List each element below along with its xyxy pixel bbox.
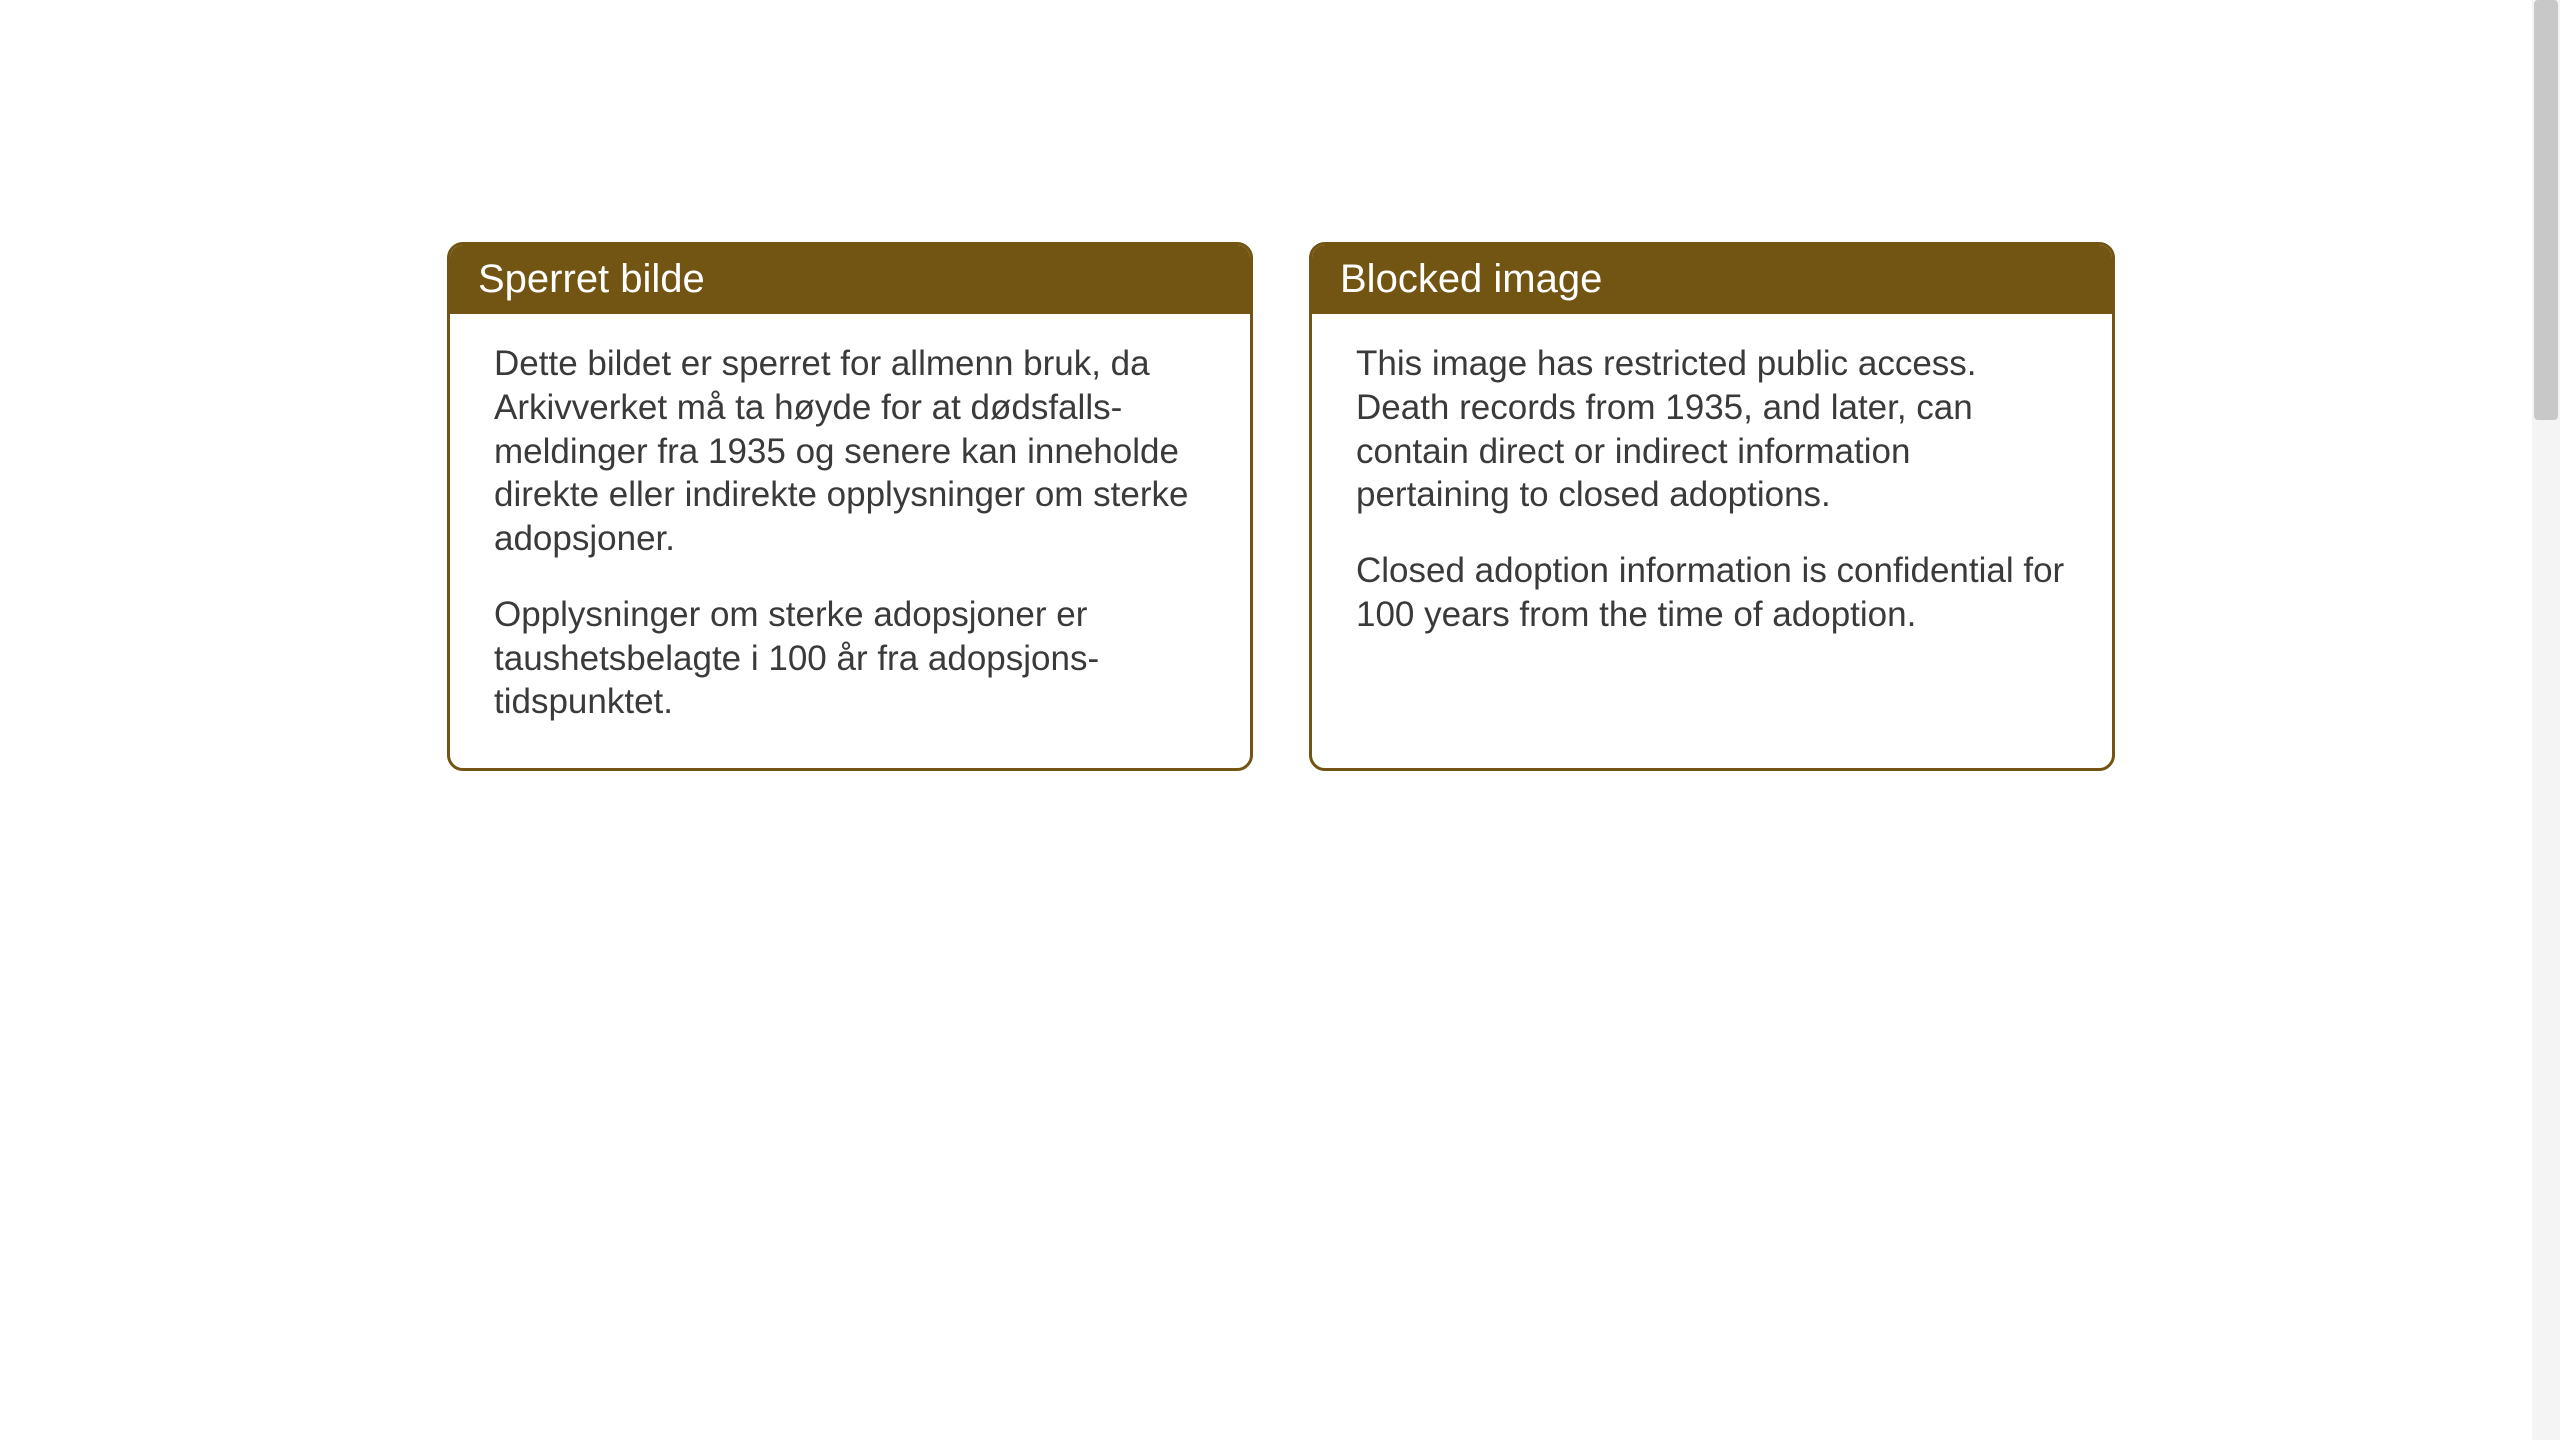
cards-container: Sperret bilde Dette bildet er sperret fo… bbox=[447, 242, 2115, 771]
norwegian-card-body: Dette bildet er sperret for allmenn bruk… bbox=[450, 314, 1250, 768]
english-card: Blocked image This image has restricted … bbox=[1309, 242, 2115, 771]
english-card-body: This image has restricted public access.… bbox=[1312, 314, 2112, 681]
norwegian-paragraph-2: Opplysninger om sterke adopsjoner er tau… bbox=[494, 593, 1206, 724]
english-card-title: Blocked image bbox=[1312, 245, 2112, 314]
scrollbar-thumb[interactable] bbox=[2534, 0, 2558, 420]
vertical-scrollbar[interactable] bbox=[2532, 0, 2560, 1440]
norwegian-card-title: Sperret bilde bbox=[450, 245, 1250, 314]
norwegian-paragraph-1: Dette bildet er sperret for allmenn bruk… bbox=[494, 342, 1206, 561]
norwegian-card: Sperret bilde Dette bildet er sperret fo… bbox=[447, 242, 1253, 771]
english-paragraph-2: Closed adoption information is confident… bbox=[1356, 549, 2068, 637]
english-paragraph-1: This image has restricted public access.… bbox=[1356, 342, 2068, 517]
